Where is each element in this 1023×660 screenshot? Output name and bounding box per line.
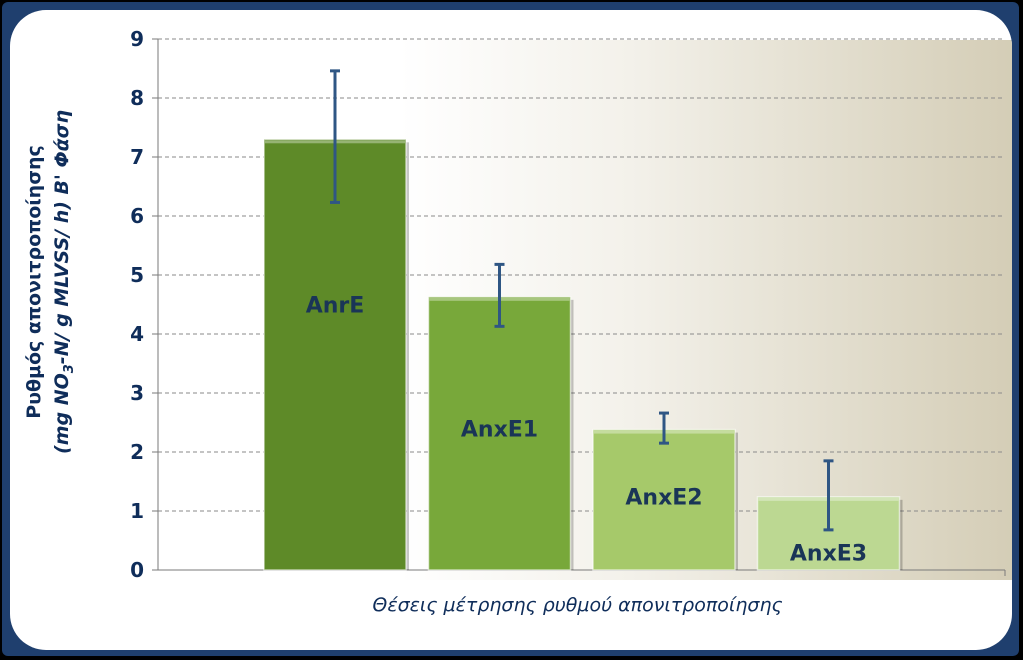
y-axis-title-prefix: (mg NO [51,373,73,454]
y-tick-label: 5 [130,263,144,287]
y-tick-label: 0 [130,558,144,582]
y-tick-label: 2 [130,440,144,464]
bar [427,296,572,571]
y-axis-title-line2: (mg NO3-N/ g MLVSS/ h) Β' Φάση [48,42,84,522]
bar [263,138,407,571]
bar-label: AnxE1 [461,417,538,442]
y-tick-label: 9 [130,27,144,51]
y-axis-title: Ρυθμός απονιτροποίησης (mg NO3-N/ g MLVS… [20,42,80,522]
y-tick-label: 7 [130,145,144,169]
y-tick-label: 1 [130,499,144,523]
y-tick-label: 4 [130,322,144,346]
y-tick-label: 8 [130,86,144,110]
bar-label: AnxE3 [790,541,867,566]
y-axis-title-suffix: -N/ g MLVSS/ h) Β' Φάση [51,110,73,365]
bar-label: AnrE [306,294,365,319]
bar-label: AnxE2 [625,485,702,510]
x-axis-title: Θέσεις μέτρησης ρυθμού απονιτροποίησης [372,594,783,616]
y-axis-title-line1: Ρυθμός απονιτροποίησης [23,145,45,419]
y-tick-label: 3 [130,381,144,405]
y-axis-title-subscript: 3 [61,364,77,374]
y-tick-label: 6 [130,204,144,228]
